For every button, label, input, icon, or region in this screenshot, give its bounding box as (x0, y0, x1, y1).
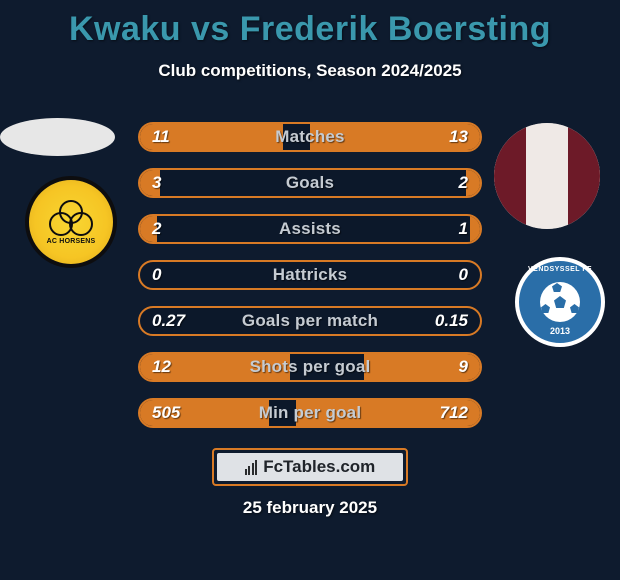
club-badge-left-icon (49, 200, 93, 236)
stat-value-right: 1 (459, 216, 468, 242)
soccer-ball-icon (540, 282, 580, 322)
brand-box: FcTables.com (212, 448, 408, 486)
club-badge-left-label: AC HORSENS (47, 238, 96, 245)
stat-row-matches: 11 Matches 13 (138, 122, 482, 152)
stat-label: Min per goal (140, 400, 480, 426)
club-badge-right: VENDSYSSEL FF 2013 (515, 257, 605, 347)
stat-value-right: 2 (459, 170, 468, 196)
stat-row-goals-per-match: 0.27 Goals per match 0.15 (138, 306, 482, 336)
stat-label: Shots per goal (140, 354, 480, 380)
stat-value-right: 0.15 (435, 308, 468, 334)
stat-value-right: 712 (440, 400, 468, 426)
stat-row-goals: 3 Goals 2 (138, 168, 482, 198)
stat-value-right: 13 (449, 124, 468, 150)
player-left-avatar (0, 118, 115, 156)
club-badge-right-year: 2013 (550, 326, 570, 336)
brand-label: FcTables.com (263, 457, 375, 477)
stat-label: Hattricks (140, 262, 480, 288)
stat-label: Assists (140, 216, 480, 242)
player-right-avatar (494, 123, 600, 229)
club-badge-left: AC HORSENS (25, 176, 117, 268)
stat-value-right: 9 (459, 354, 468, 380)
page-title: Kwaku vs Frederik Boersting (0, 0, 620, 49)
stat-value-right: 0 (459, 262, 468, 288)
stat-label: Matches (140, 124, 480, 150)
stat-row-min-per-goal: 505 Min per goal 712 (138, 398, 482, 428)
stat-row-shots-per-goal: 12 Shots per goal 9 (138, 352, 482, 382)
stat-label: Goals per match (140, 308, 480, 334)
stat-label: Goals (140, 170, 480, 196)
stats-container: 11 Matches 13 3 Goals 2 2 Assists 1 0 Ha… (138, 122, 482, 444)
club-badge-right-label: VENDSYSSEL FF (528, 266, 592, 273)
stat-row-assists: 2 Assists 1 (138, 214, 482, 244)
brand-bars-icon (245, 459, 258, 475)
subtitle: Club competitions, Season 2024/2025 (0, 61, 620, 81)
date-label: 25 february 2025 (0, 498, 620, 518)
stat-row-hattricks: 0 Hattricks 0 (138, 260, 482, 290)
